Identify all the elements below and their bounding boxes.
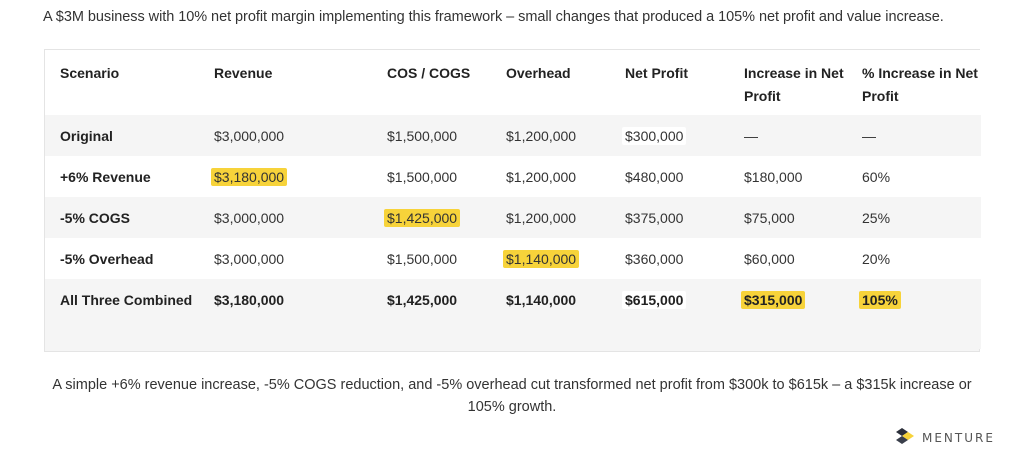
cell-revenue: $3,180,000 [214, 279, 387, 349]
cell-cogs: $1,500,000 [387, 156, 506, 197]
highlighted-value: $315,000 [741, 291, 806, 309]
net-profit-value: $615,000 [622, 291, 687, 309]
cell-percent: 105% [859, 279, 981, 349]
row-label: -5% COGS [45, 197, 214, 238]
net-profit-value: $300,000 [622, 127, 687, 145]
intro-text: A $3M business with 10% net profit margi… [43, 9, 944, 25]
caption-line-1: A simple +6% revenue increase, -5% COGS … [52, 377, 972, 393]
cell-net-profit: $480,000 [625, 156, 744, 197]
cell-overhead: $1,200,000 [506, 197, 625, 238]
cell-net-profit: $615,000 [622, 279, 744, 349]
table-row: -5% COGS $3,000,000 $1,425,000 $1,200,00… [45, 197, 981, 238]
logo-text: MENTURE [922, 431, 995, 445]
cell-revenue: $3,000,000 [214, 197, 387, 238]
cell-cogs: $1,500,000 [387, 115, 506, 156]
menture-logo: MENTURE [892, 428, 995, 448]
cell-revenue: $3,000,000 [214, 238, 387, 279]
cell-cogs: $1,425,000 [387, 279, 506, 349]
cell-increase: $180,000 [744, 156, 862, 197]
row-label: -5% Overhead [45, 238, 214, 279]
header-revenue: Revenue [214, 50, 387, 115]
highlighted-value: $1,140,000 [503, 250, 580, 268]
cell-increase: $60,000 [744, 238, 862, 279]
profit-table: Scenario Revenue COS / COGS Overhead Net… [45, 50, 981, 349]
cell-revenue: $3,000,000 [214, 115, 387, 156]
caption-line-2: 105% growth. [467, 399, 557, 415]
cell-cogs: $1,425,000 [384, 197, 506, 238]
row-label: All Three Combined [45, 279, 214, 349]
header-percent-increase: % Increase in Net Profit [862, 50, 981, 115]
cell-overhead: $1,200,000 [506, 115, 625, 156]
comparison-table: Scenario Revenue COS / COGS Overhead Net… [44, 49, 981, 352]
table-row: +6% Revenue $3,180,000 $1,500,000 $1,200… [45, 156, 981, 197]
cell-increase: $75,000 [744, 197, 862, 238]
menture-logo-icon [896, 428, 914, 444]
highlighted-value: $3,180,000 [211, 168, 288, 186]
cell-percent: — [862, 115, 981, 156]
highlighted-value: 105% [859, 291, 901, 309]
header-increase: Increase in Net Profit [744, 50, 862, 115]
highlighted-value: $1,425,000 [384, 209, 461, 227]
cell-percent: 25% [862, 197, 981, 238]
table-row: Original $3,000,000 $1,500,000 $1,200,00… [45, 115, 981, 156]
cell-net-profit: $375,000 [625, 197, 744, 238]
table-header-row: Scenario Revenue COS / COGS Overhead Net… [45, 50, 981, 115]
header-cogs: COS / COGS [387, 50, 506, 115]
header-scenario: Scenario [45, 50, 214, 115]
cell-increase: — [744, 115, 862, 156]
row-label: +6% Revenue [45, 156, 214, 197]
cell-percent: 60% [862, 156, 981, 197]
row-label: Original [45, 115, 214, 156]
cell-net-profit: $300,000 [622, 115, 744, 156]
header-net-profit: Net Profit [625, 50, 744, 115]
cell-increase: $315,000 [741, 279, 862, 349]
cell-overhead: $1,140,000 [503, 238, 625, 279]
cell-cogs: $1,500,000 [387, 238, 506, 279]
table-row: -5% Overhead $3,000,000 $1,500,000 $1,14… [45, 238, 981, 279]
cell-net-profit: $360,000 [625, 238, 744, 279]
header-overhead: Overhead [506, 50, 625, 115]
cell-percent: 20% [862, 238, 981, 279]
table-row-total: All Three Combined $3,180,000 $1,425,000… [45, 279, 981, 349]
table-caption: A simple +6% revenue increase, -5% COGS … [0, 374, 1024, 418]
cell-overhead: $1,200,000 [506, 156, 625, 197]
cell-overhead: $1,140,000 [506, 279, 625, 349]
cell-revenue: $3,180,000 [211, 156, 387, 197]
